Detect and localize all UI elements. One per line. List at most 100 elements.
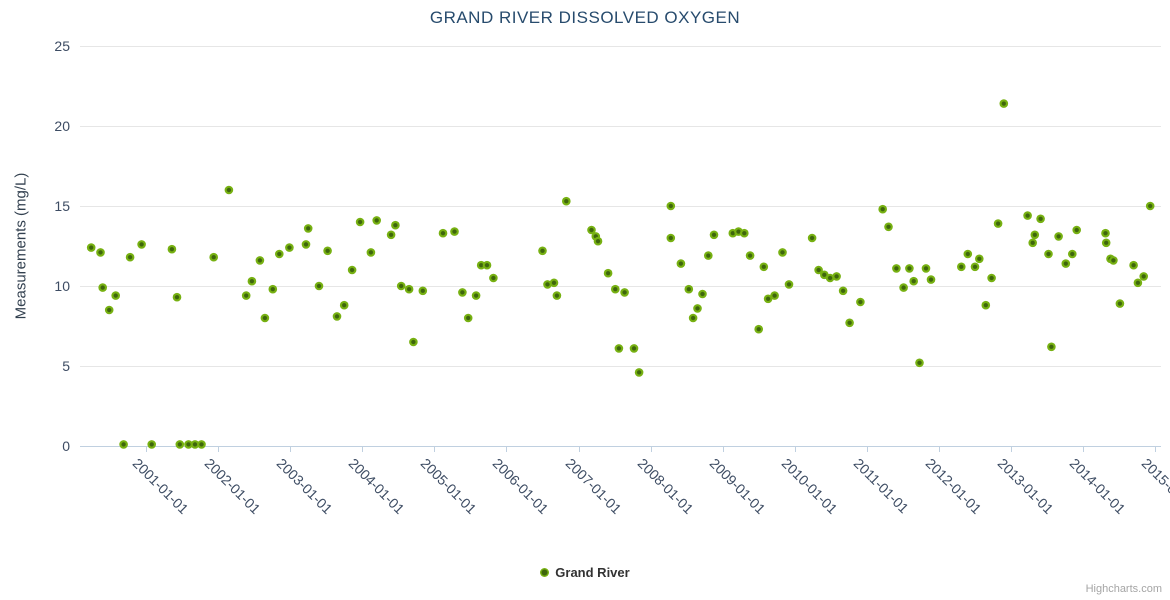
data-point[interactable] <box>784 280 794 289</box>
data-point[interactable] <box>1036 214 1045 224</box>
data-point[interactable] <box>552 291 562 300</box>
data-point[interactable] <box>184 440 193 449</box>
data-point[interactable] <box>878 204 887 214</box>
data-point[interactable] <box>688 313 698 323</box>
data-point[interactable] <box>172 292 182 302</box>
data-point[interactable] <box>676 259 686 268</box>
data-point[interactable] <box>323 246 332 256</box>
data-point[interactable] <box>241 291 251 300</box>
data-point[interactable] <box>759 262 769 272</box>
data-point[interactable] <box>125 252 135 262</box>
data-point[interactable] <box>957 262 966 272</box>
data-point[interactable] <box>260 313 270 323</box>
data-point[interactable] <box>438 228 448 238</box>
data-point[interactable] <box>693 304 702 313</box>
data-point[interactable] <box>770 291 779 300</box>
data-point[interactable] <box>366 248 376 257</box>
data-point[interactable] <box>611 284 620 294</box>
data-point[interactable] <box>347 265 357 275</box>
data-point[interactable] <box>740 228 749 238</box>
data-point[interactable] <box>1133 278 1143 288</box>
data-point[interactable] <box>832 272 841 281</box>
data-point[interactable] <box>1054 232 1063 241</box>
data-point[interactable] <box>562 196 571 206</box>
data-point[interactable] <box>209 252 218 262</box>
data-point[interactable] <box>1139 272 1148 281</box>
legend-item-grand-river[interactable]: Grand River <box>0 563 1170 581</box>
data-point[interactable] <box>807 233 817 243</box>
data-point[interactable] <box>482 260 492 270</box>
data-point[interactable] <box>926 275 936 284</box>
data-point[interactable] <box>418 286 428 296</box>
data-point[interactable] <box>372 216 382 225</box>
data-point[interactable] <box>1101 238 1111 248</box>
data-point[interactable] <box>921 264 931 273</box>
data-point[interactable] <box>1028 238 1037 248</box>
data-point[interactable] <box>778 248 787 257</box>
data-point[interactable] <box>275 249 284 259</box>
data-point[interactable] <box>838 286 848 296</box>
data-point[interactable] <box>905 264 914 273</box>
data-point[interactable] <box>1129 260 1138 270</box>
data-point[interactable] <box>892 264 901 273</box>
data-point[interactable] <box>1072 225 1081 235</box>
data-point[interactable] <box>981 300 991 310</box>
data-point[interactable] <box>247 276 257 286</box>
data-point[interactable] <box>197 440 206 449</box>
data-point[interactable] <box>915 358 924 368</box>
data-point[interactable] <box>856 297 865 307</box>
data-point[interactable] <box>111 291 120 300</box>
data-point[interactable] <box>339 300 349 310</box>
data-point[interactable] <box>975 254 984 264</box>
data-point[interactable] <box>666 201 676 211</box>
data-point[interactable] <box>1047 342 1056 352</box>
data-point[interactable] <box>614 344 624 353</box>
highcharts-credit-link[interactable]: Highcharts.com <box>1085 583 1162 595</box>
data-point[interactable] <box>268 284 278 294</box>
data-point[interactable] <box>314 281 324 291</box>
data-point[interactable] <box>1145 201 1155 211</box>
data-point[interactable] <box>709 230 719 240</box>
data-point[interactable] <box>489 273 498 283</box>
data-point[interactable] <box>666 233 676 243</box>
data-point[interactable] <box>104 305 114 315</box>
data-point[interactable] <box>603 268 613 278</box>
data-point[interactable] <box>1061 259 1071 268</box>
data-point[interactable] <box>763 294 773 304</box>
data-point[interactable] <box>593 236 603 246</box>
data-point[interactable] <box>96 248 105 257</box>
data-point[interactable] <box>137 240 146 249</box>
data-point[interactable] <box>463 313 473 323</box>
data-point[interactable] <box>450 227 459 236</box>
data-point[interactable] <box>167 244 177 254</box>
data-point[interactable] <box>963 249 973 259</box>
data-point[interactable] <box>814 265 823 275</box>
data-point[interactable] <box>993 219 1003 228</box>
data-point[interactable] <box>987 273 996 283</box>
data-point[interactable] <box>303 224 313 233</box>
data-point[interactable] <box>386 230 396 240</box>
data-point[interactable] <box>175 440 185 449</box>
data-point[interactable] <box>355 217 365 227</box>
data-point[interactable] <box>704 251 713 260</box>
data-point[interactable] <box>1030 230 1040 240</box>
data-point[interactable] <box>86 243 96 252</box>
data-point[interactable] <box>1109 256 1118 265</box>
data-point[interactable] <box>620 288 629 297</box>
data-point[interactable] <box>404 284 414 294</box>
data-point[interactable] <box>1023 211 1032 220</box>
data-point[interactable] <box>549 278 559 288</box>
data-point[interactable] <box>396 281 406 291</box>
data-point[interactable] <box>909 276 918 286</box>
data-point[interactable] <box>825 273 835 283</box>
data-point[interactable] <box>1101 228 1110 238</box>
data-point[interactable] <box>409 337 418 347</box>
data-point[interactable] <box>224 185 234 195</box>
data-point[interactable] <box>301 240 311 249</box>
data-point[interactable] <box>391 220 400 230</box>
data-point[interactable] <box>119 440 128 449</box>
data-point[interactable] <box>538 246 547 256</box>
data-point[interactable] <box>899 283 908 292</box>
data-point[interactable] <box>147 440 156 449</box>
data-point[interactable] <box>970 262 980 272</box>
